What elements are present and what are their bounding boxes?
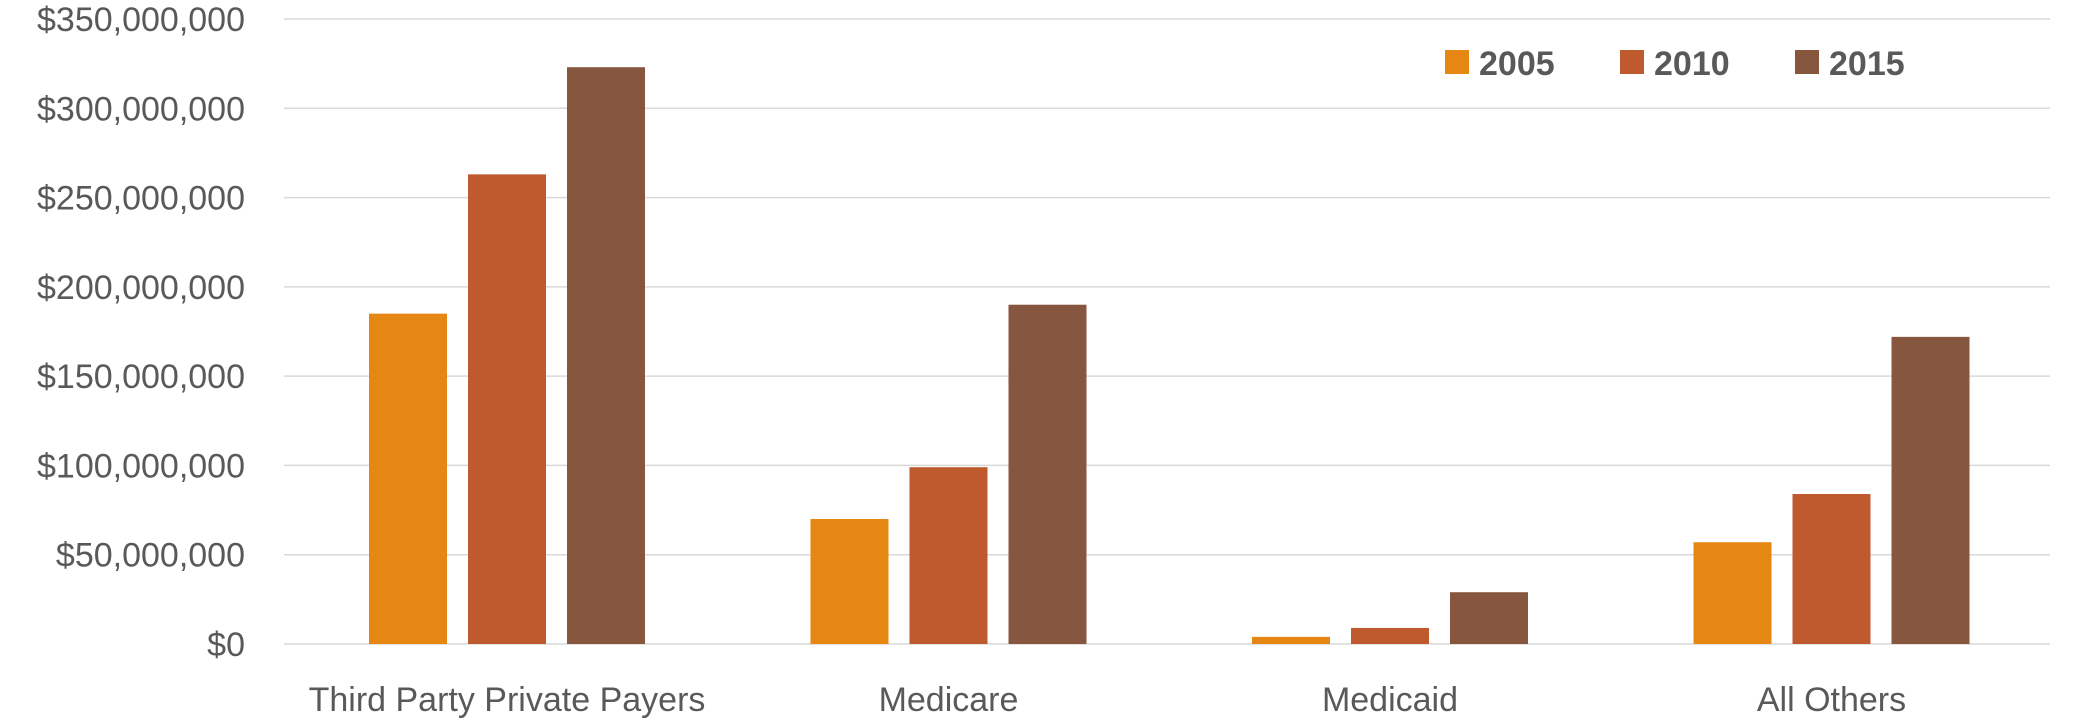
y-tick-label: $200,000,000 xyxy=(37,269,245,307)
y-axis-tick-labels: $0 $50,000,000 $100,000,000 $150,000,000 $20… xyxy=(37,1,245,664)
legend-swatch xyxy=(1620,50,1644,74)
legend: 2005 2010 2015 xyxy=(1445,45,1905,83)
y-tick-label: $50,000,000 xyxy=(56,537,245,575)
x-axis-category-labels: Third Party Private Payers Medicare Medica… xyxy=(309,681,1907,719)
x-category-label: Medicare xyxy=(879,681,1019,719)
legend-swatch xyxy=(1795,50,1819,74)
bar-2010-medicaid xyxy=(1351,627,1429,644)
y-tick-label: $100,000,000 xyxy=(37,447,245,485)
bar-2010-third-party-private-payers xyxy=(468,174,546,644)
x-category-label: Third Party Private Payers xyxy=(309,681,706,719)
gridlines xyxy=(284,18,2050,645)
legend-swatch xyxy=(1445,50,1469,74)
y-tick-label: $0 xyxy=(207,626,245,664)
y-tick-label: $350,000,000 xyxy=(37,1,245,39)
bar-2010-all-others xyxy=(1792,494,1871,644)
bar-2005-medicaid xyxy=(1252,636,1330,644)
y-tick-label: $150,000,000 xyxy=(37,358,245,396)
bar-2015-medicaid xyxy=(1450,592,1528,644)
bars xyxy=(369,67,1970,644)
y-tick-label: $250,000,000 xyxy=(37,180,245,218)
legend-label: 2015 xyxy=(1829,45,1905,83)
bar-2015-third-party-private-payers xyxy=(567,67,645,644)
legend-label: 2010 xyxy=(1654,45,1730,83)
y-tick-label: $300,000,000 xyxy=(37,90,245,128)
bar-2005-third-party-private-payers xyxy=(369,313,447,644)
bar-2015-medicare xyxy=(1008,304,1087,644)
bar-2005-all-others xyxy=(1693,542,1772,644)
x-category-label: Medicaid xyxy=(1322,681,1458,719)
bar-2015-all-others xyxy=(1891,336,1970,644)
bar-2005-medicare xyxy=(810,519,889,644)
bar-2010-medicare xyxy=(909,467,988,644)
x-category-label: All Others xyxy=(1757,681,1906,719)
legend-label: 2005 xyxy=(1479,45,1555,83)
